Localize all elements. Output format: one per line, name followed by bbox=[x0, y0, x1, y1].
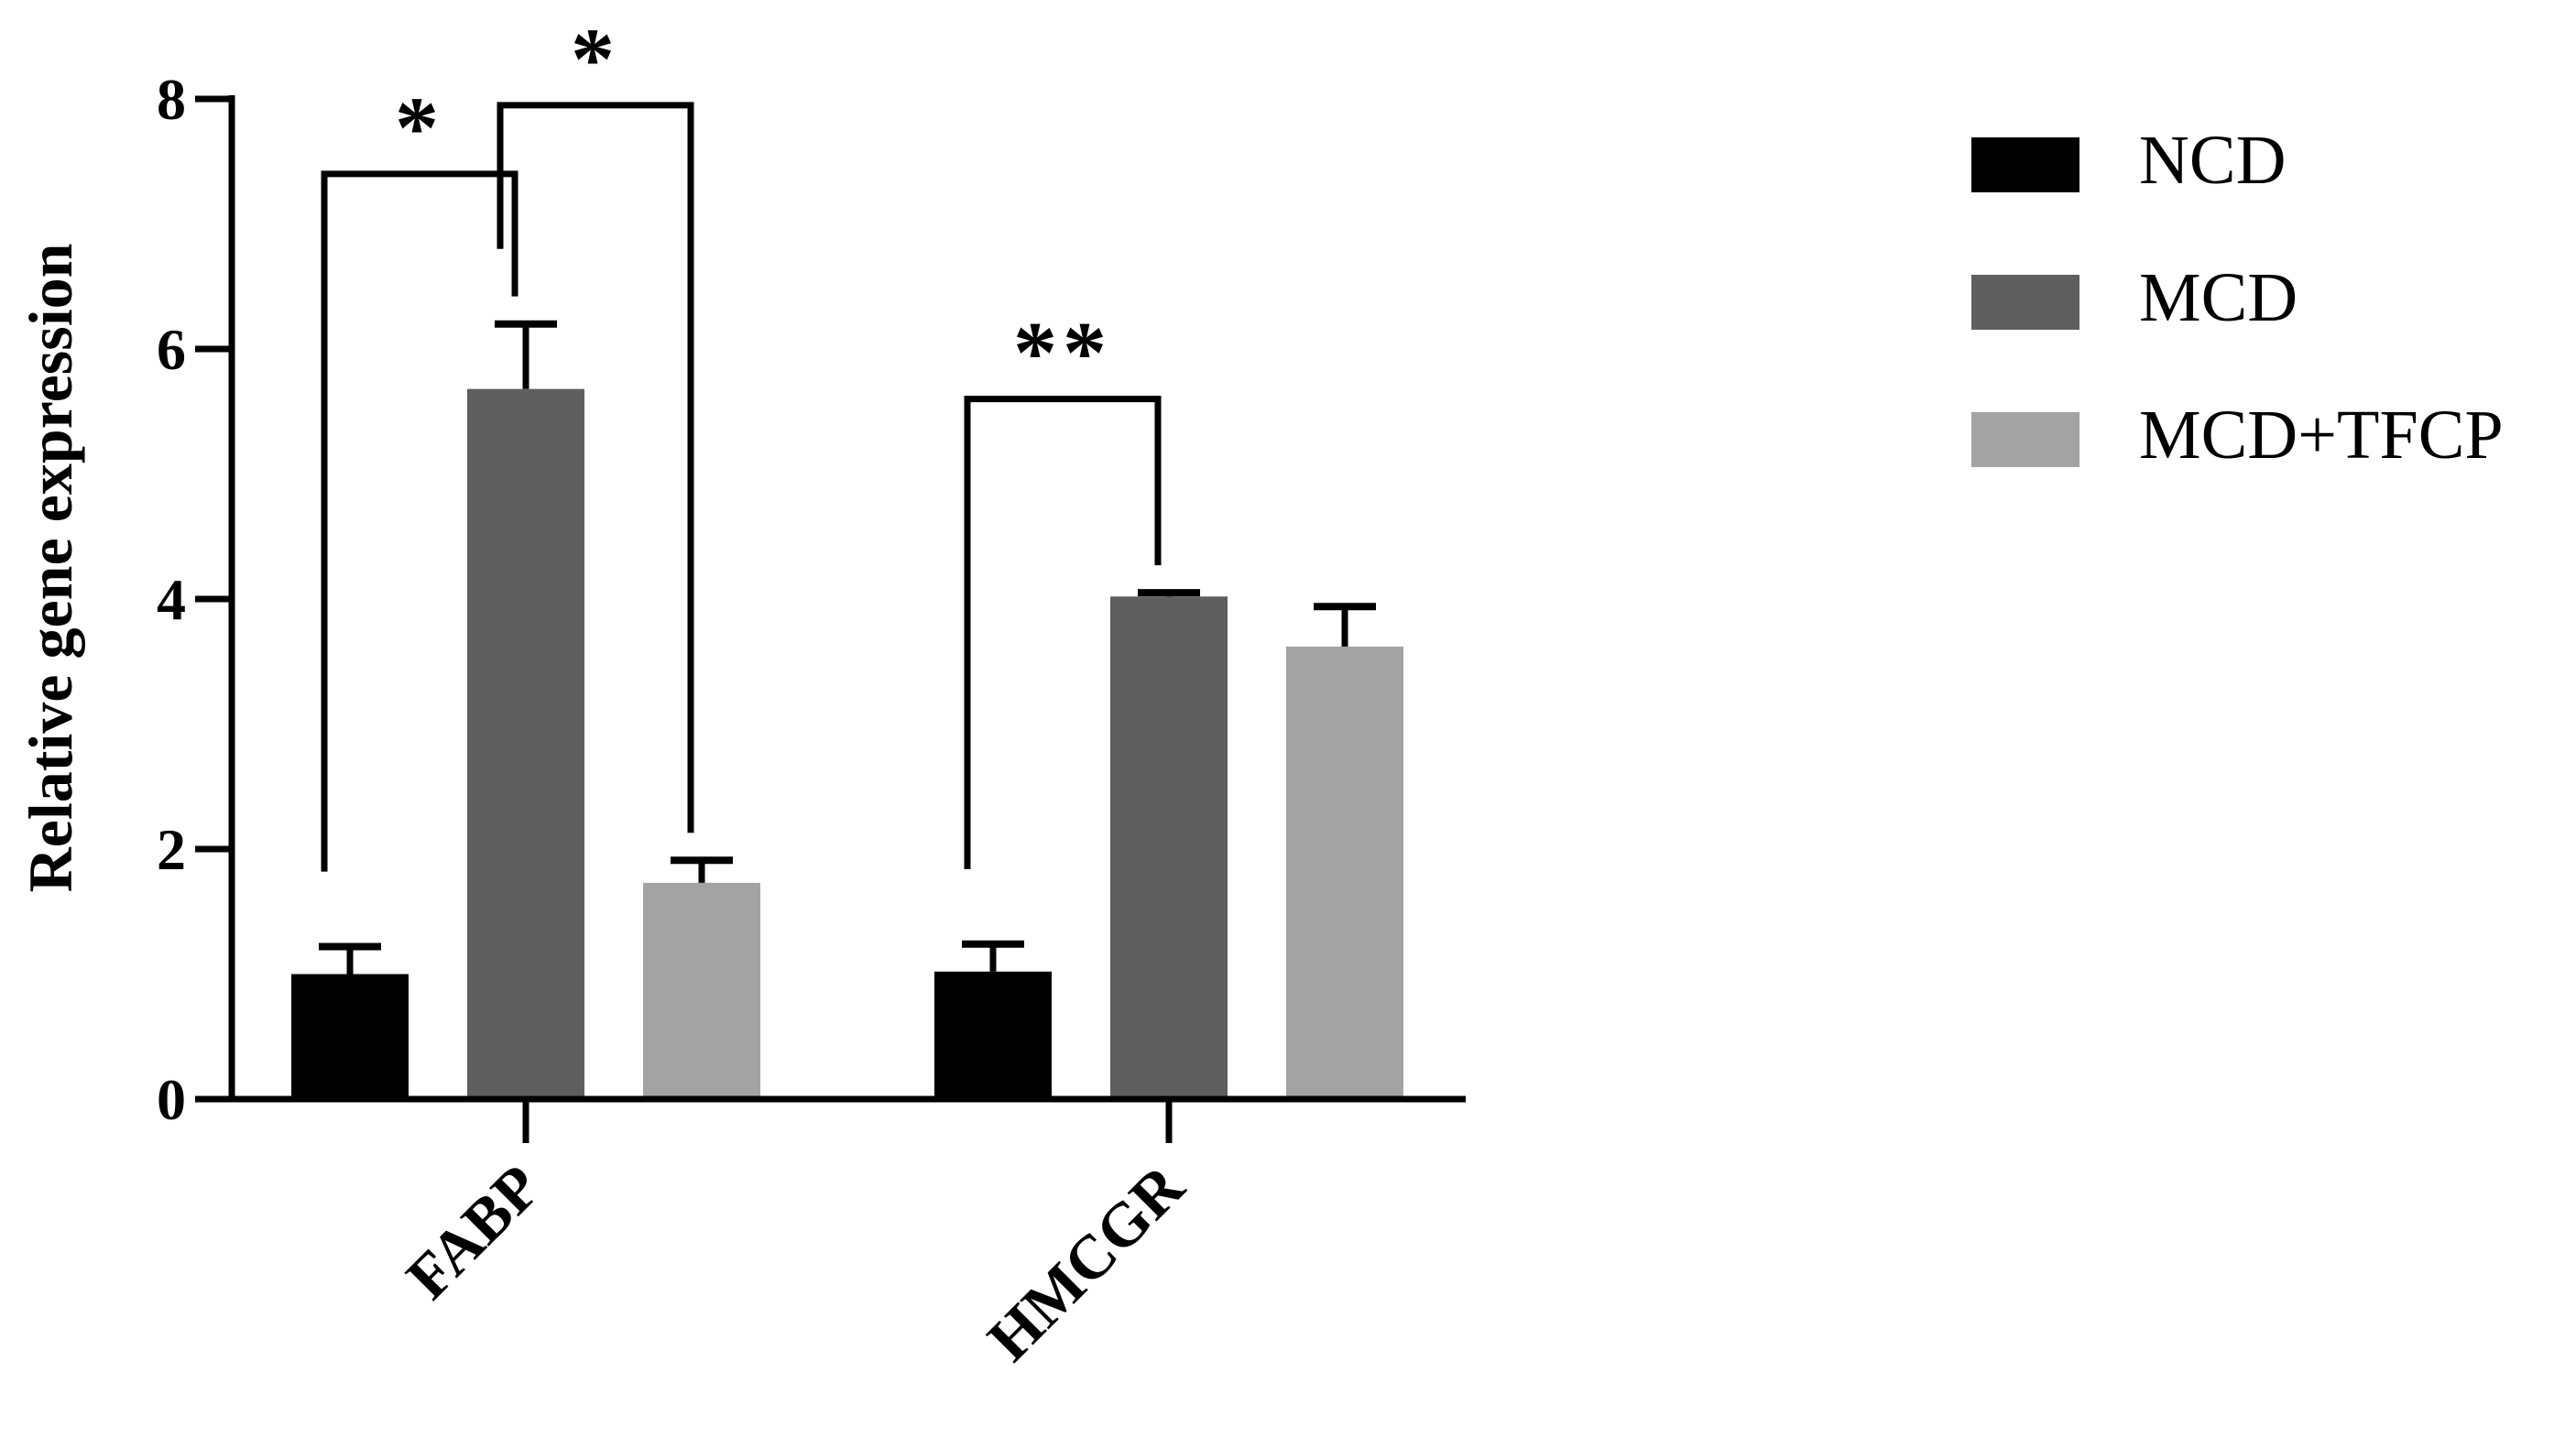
y-tick-label: 4 bbox=[157, 567, 186, 632]
significance-bracket bbox=[497, 102, 694, 833]
legend-swatch-mcd bbox=[1971, 275, 2079, 330]
bar-fabp-mcd bbox=[467, 388, 584, 1099]
legend-label: NCD bbox=[2139, 122, 2286, 199]
legend-swatch-mcd-tfcp bbox=[1971, 412, 2079, 467]
significance-bracket bbox=[964, 396, 1162, 869]
y-tick-label: 6 bbox=[157, 317, 186, 382]
significance-label: * bbox=[571, 10, 620, 108]
legend-label: MCD+TFCP bbox=[2139, 397, 2504, 474]
y-tick-label: 0 bbox=[157, 1067, 186, 1132]
bar-hmcgr-ncd bbox=[934, 971, 1052, 1099]
significance-label: * bbox=[395, 79, 444, 177]
legend-swatch-ncd bbox=[1971, 137, 2079, 192]
bar-hmcgr-mcd bbox=[1110, 596, 1228, 1099]
significance-label: ** bbox=[1013, 304, 1112, 402]
y-axis-label: Relative gene expression bbox=[16, 244, 85, 893]
bar-fabp-mcd-tfcp bbox=[643, 882, 760, 1099]
y-tick-label: 2 bbox=[157, 817, 186, 882]
x-tick-label-hmcgr: HMCGR bbox=[974, 1150, 1197, 1374]
significance-bracket bbox=[321, 170, 518, 872]
bar-fabp-ncd bbox=[291, 974, 409, 1099]
y-tick-label: 8 bbox=[157, 67, 186, 132]
x-tick-label-fabp: FABP bbox=[393, 1151, 554, 1313]
legend-label: MCD bbox=[2139, 259, 2298, 336]
bar-hmcgr-mcd-tfcp bbox=[1286, 646, 1403, 1099]
legend: NCD MCD MCD+TFCP bbox=[1971, 122, 2504, 474]
